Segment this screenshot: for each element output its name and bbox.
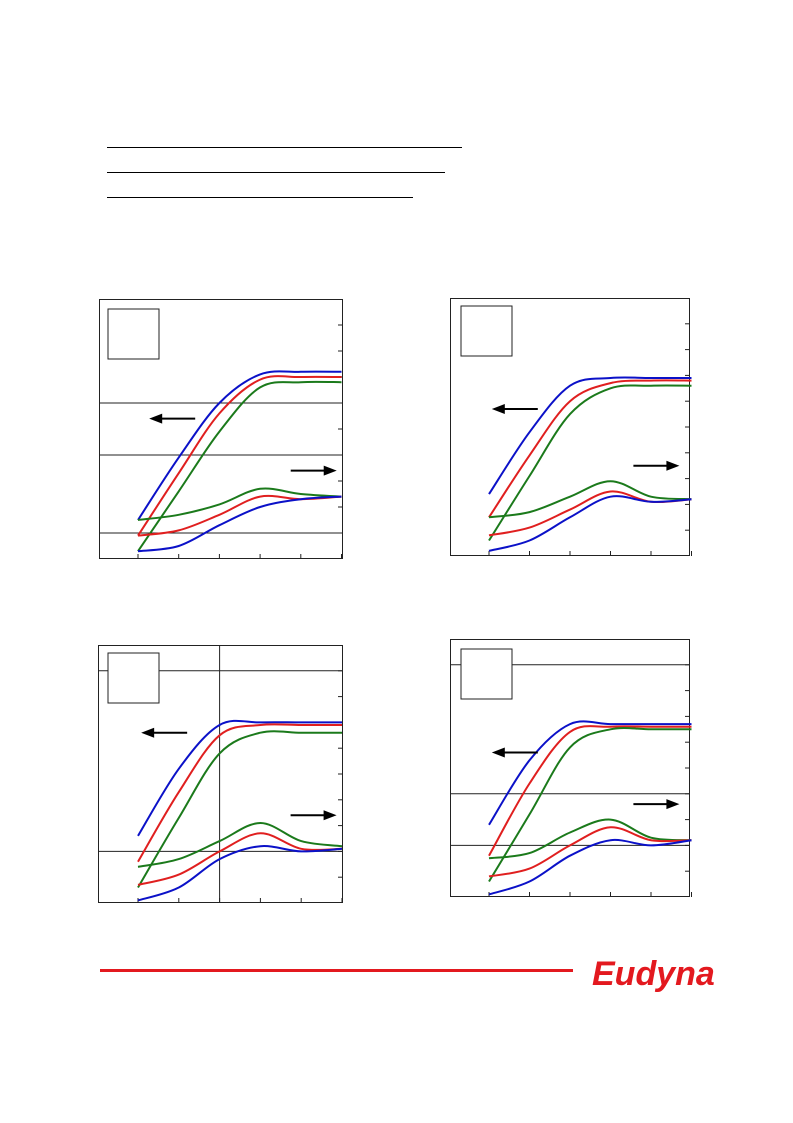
series-line-red (488, 725, 692, 857)
arrow-left-icon (491, 747, 538, 758)
series-line-blue (488, 720, 692, 826)
arrow-left-icon (141, 727, 188, 738)
series-line-green (137, 730, 342, 889)
series-line-green (488, 818, 692, 860)
brand-logo: Eudyna (592, 955, 715, 992)
chart-svg (98, 645, 343, 903)
series-line-red (488, 379, 692, 518)
series-line-green (137, 380, 342, 552)
series-line-red (137, 375, 342, 537)
series-line-blue (137, 495, 342, 553)
arrow-right-icon (633, 460, 680, 471)
series-line-blue (488, 376, 692, 495)
series-line-red (488, 826, 692, 878)
header-rule-3 (107, 197, 413, 198)
arrow-right-icon (290, 810, 337, 821)
svg-text:Eudyna: Eudyna (592, 955, 715, 992)
arrow-left-icon (149, 413, 196, 424)
series-line-green (488, 726, 692, 883)
footer-divider (100, 969, 573, 972)
series-line-green (488, 480, 692, 519)
panel-label-box (107, 308, 160, 360)
chart-svg (99, 299, 343, 559)
series-line-blue (488, 838, 692, 896)
chart-svg (450, 639, 692, 897)
panel-label-box (107, 652, 160, 704)
chart-bottom-right (450, 639, 692, 897)
series-line-blue (137, 370, 342, 521)
series-line-blue (137, 719, 342, 837)
series-line-red (137, 832, 343, 886)
arrow-left-icon (491, 403, 538, 414)
series-line-red (137, 723, 342, 863)
chart-bottom-left (98, 645, 343, 903)
header-rule-2 (107, 172, 445, 173)
chart-top-left (99, 299, 343, 559)
panel-label-box (460, 648, 513, 700)
arrow-right-icon (290, 465, 337, 476)
series-line-green (488, 384, 692, 542)
header-rule-1 (107, 147, 462, 148)
series-line-blue (488, 495, 692, 552)
series-line-green (137, 487, 342, 521)
series-line-green (137, 822, 343, 868)
chart-top-right (450, 298, 692, 556)
chart-svg (450, 298, 692, 556)
series-line-blue (137, 845, 343, 902)
panel-label-box (460, 305, 513, 357)
arrow-right-icon (633, 799, 680, 810)
